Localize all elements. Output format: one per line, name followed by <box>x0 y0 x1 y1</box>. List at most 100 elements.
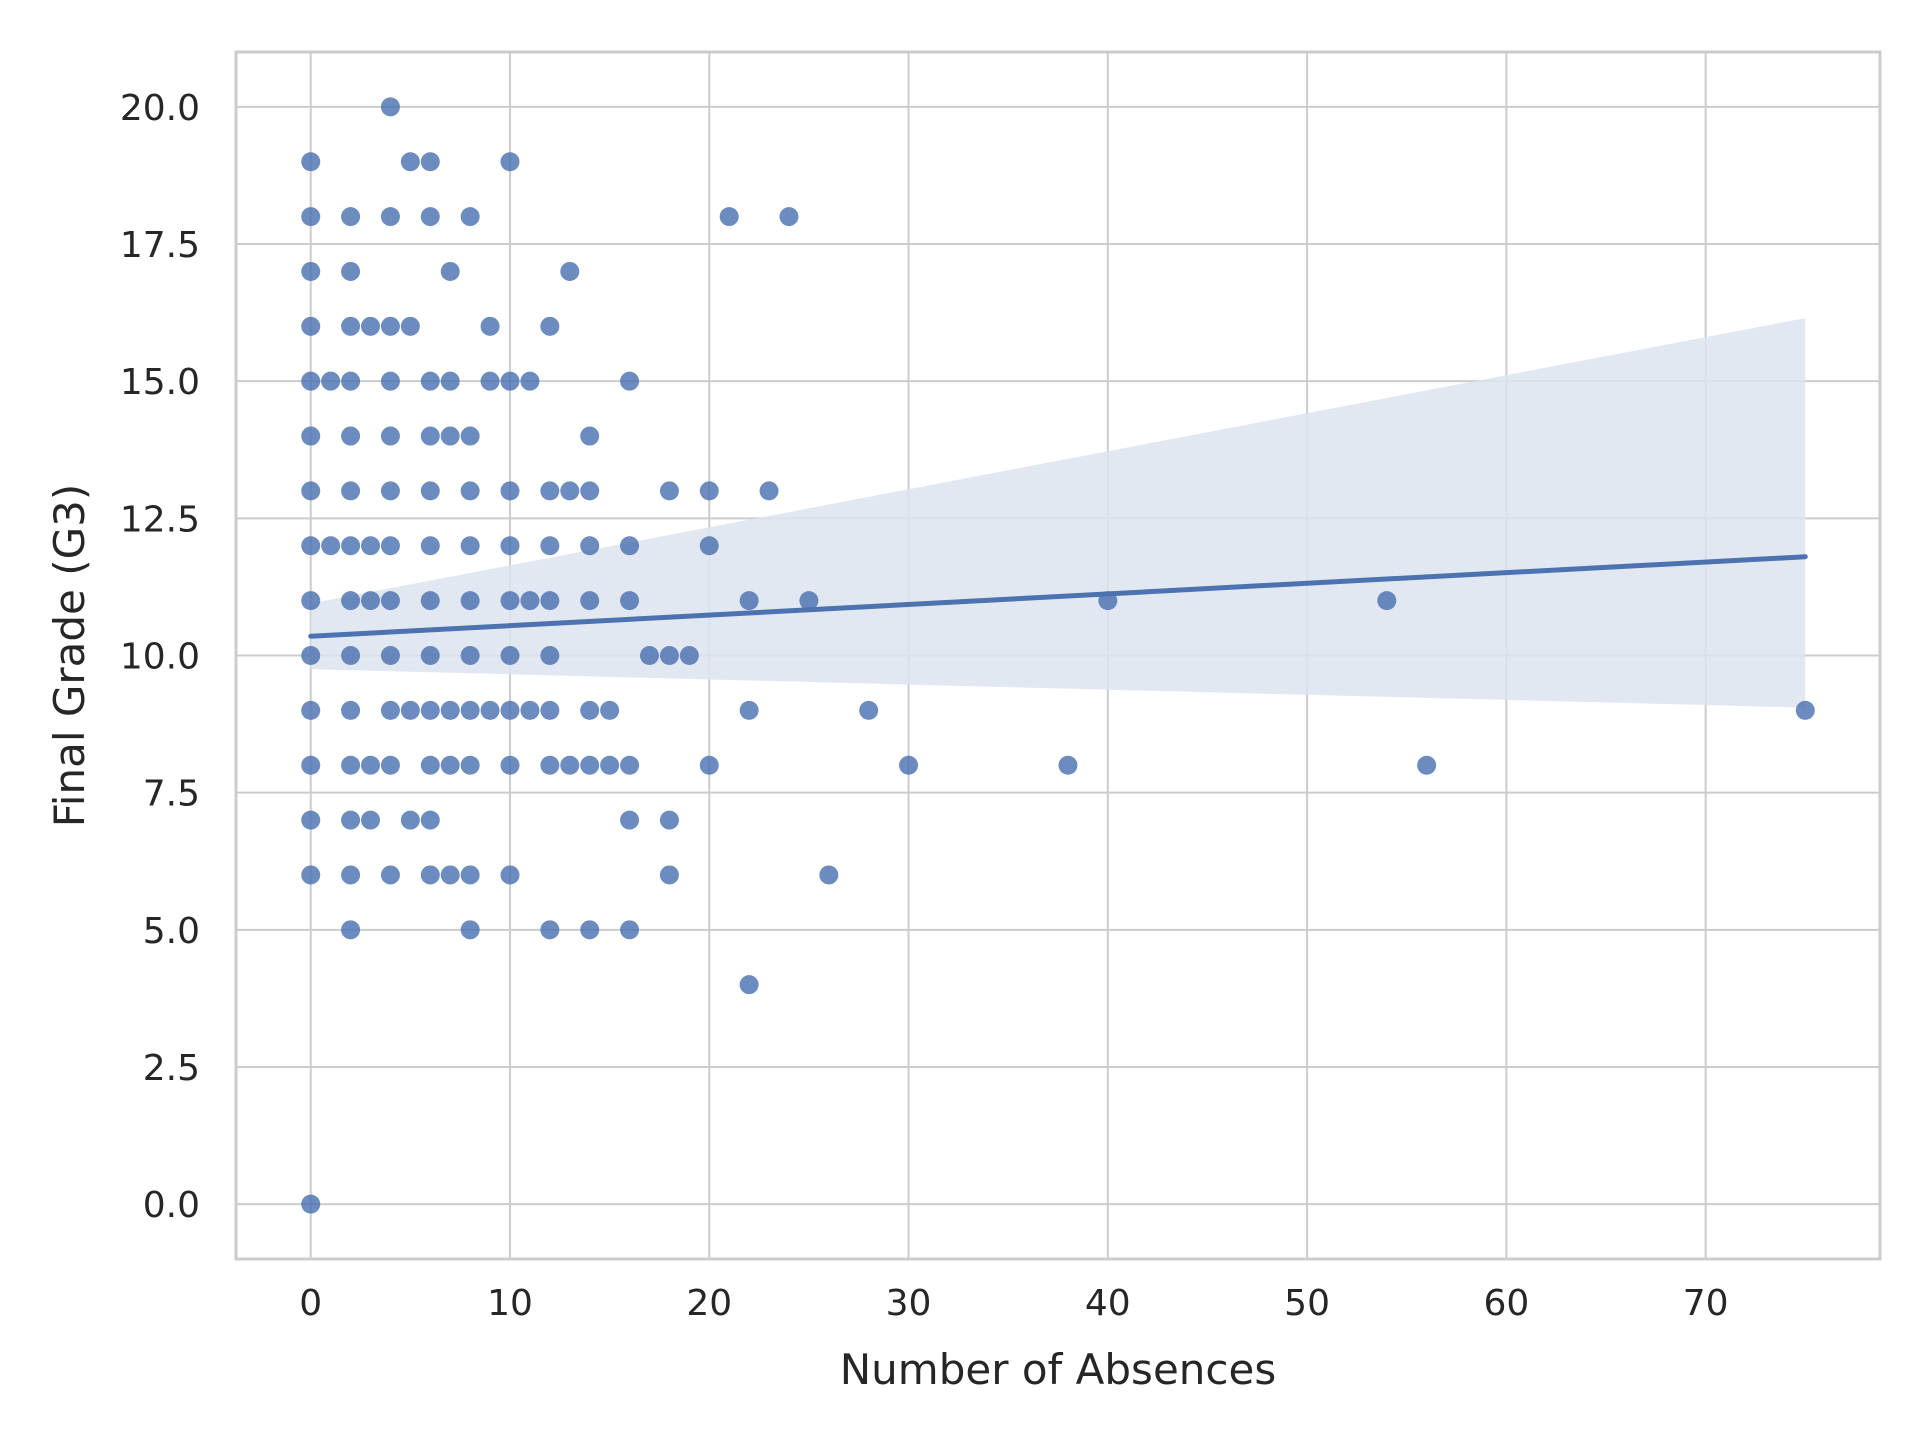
data-point <box>420 426 440 446</box>
data-point <box>699 481 719 501</box>
data-point <box>341 536 361 556</box>
data-point <box>361 536 381 556</box>
data-point <box>540 700 560 720</box>
data-point <box>301 536 321 556</box>
data-point <box>500 536 520 556</box>
data-point <box>301 481 321 501</box>
data-point <box>580 591 600 611</box>
data-point <box>580 426 600 446</box>
data-point <box>380 591 400 611</box>
y-tick-label: 5.0 <box>143 911 200 952</box>
data-point <box>500 371 520 391</box>
data-point <box>361 755 381 775</box>
data-point <box>520 591 540 611</box>
data-point <box>1417 755 1437 775</box>
x-tick-label: 50 <box>1284 1283 1330 1324</box>
data-point <box>620 755 640 775</box>
data-point <box>560 755 580 775</box>
data-point <box>580 755 600 775</box>
data-point <box>440 865 460 885</box>
data-point <box>699 536 719 556</box>
data-point <box>420 152 440 172</box>
data-point <box>460 646 480 665</box>
data-point <box>500 591 520 611</box>
y-tick-label: 7.5 <box>143 774 200 815</box>
data-point <box>540 755 560 775</box>
data-point <box>301 646 321 665</box>
data-point <box>480 700 500 720</box>
data-point <box>460 481 480 501</box>
y-tick-label: 15.0 <box>120 362 200 403</box>
confidence-band <box>310 318 1806 708</box>
x-tick-label: 30 <box>886 1283 932 1324</box>
data-point <box>460 207 480 227</box>
data-point <box>739 591 759 611</box>
data-point <box>500 152 520 172</box>
data-point <box>301 207 321 227</box>
x-tick-label: 0 <box>299 1283 322 1324</box>
data-point <box>301 865 321 885</box>
data-point <box>719 207 739 227</box>
data-point <box>321 371 341 391</box>
data-point <box>341 865 361 885</box>
data-point <box>560 261 580 281</box>
data-point <box>341 261 361 281</box>
data-point <box>620 810 640 830</box>
data-point <box>440 700 460 720</box>
data-point <box>420 700 440 720</box>
data-point <box>1058 755 1078 775</box>
y-axis-label: Final Grade (G3) <box>45 484 94 828</box>
data-point <box>460 591 480 611</box>
data-point <box>440 371 460 391</box>
data-point <box>500 481 520 501</box>
x-tick-label: 60 <box>1483 1283 1529 1324</box>
data-point <box>460 700 480 720</box>
confidence-band-area <box>310 318 1806 708</box>
y-axis-ticks: 0.0 2.5 5.0 7.5 10.0 12.5 15.0 17.5 20.0 <box>120 88 200 1226</box>
x-tick-label: 10 <box>487 1283 533 1324</box>
data-point <box>380 316 400 336</box>
data-point <box>480 316 500 336</box>
x-tick-label: 20 <box>686 1283 732 1324</box>
data-point <box>659 481 679 501</box>
data-point <box>400 152 420 172</box>
y-tick-label: 0.0 <box>143 1185 200 1226</box>
data-point <box>400 316 420 336</box>
data-point <box>440 426 460 446</box>
data-point <box>420 481 440 501</box>
data-point <box>400 700 420 720</box>
data-point <box>380 426 400 446</box>
data-point <box>420 536 440 556</box>
data-point <box>460 865 480 885</box>
data-point <box>759 481 779 501</box>
data-point <box>899 755 919 775</box>
data-point <box>341 755 361 775</box>
data-point <box>420 865 440 885</box>
data-point <box>341 810 361 830</box>
y-tick-label: 12.5 <box>120 499 200 540</box>
data-point <box>420 810 440 830</box>
plot-frame <box>234 50 1882 1261</box>
data-point <box>341 700 361 720</box>
data-point <box>420 207 440 227</box>
data-point <box>380 865 400 885</box>
data-point <box>440 261 460 281</box>
data-point <box>341 316 361 336</box>
data-point <box>301 591 321 611</box>
data-point <box>361 810 381 830</box>
data-point <box>301 261 321 281</box>
regression-line-group <box>308 554 1808 639</box>
data-point <box>799 591 819 611</box>
data-point <box>520 371 540 391</box>
data-point <box>620 920 640 940</box>
data-point <box>520 700 540 720</box>
data-point <box>540 481 560 501</box>
y-tick-label: 2.5 <box>143 1048 200 1089</box>
data-point <box>739 975 759 995</box>
data-point <box>301 316 321 336</box>
data-point <box>460 755 480 775</box>
data-point <box>341 481 361 501</box>
x-axis-label: Number of Absences <box>840 1345 1276 1394</box>
